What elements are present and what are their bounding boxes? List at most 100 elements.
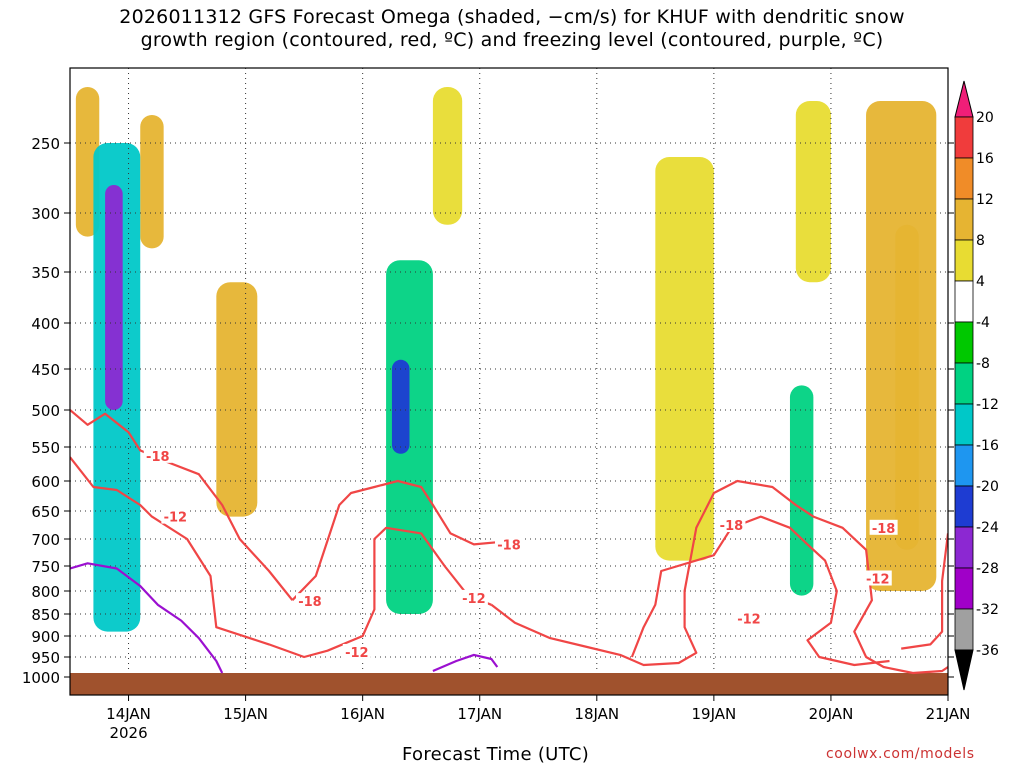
- colorbar-swatch: [954, 280, 974, 323]
- contour-label-bg: [734, 610, 763, 626]
- omega-region-jan20-negative: [789, 385, 814, 596]
- contour-label-bg: [161, 508, 190, 524]
- y-tick-label: 550: [31, 439, 60, 457]
- contour-label-bg: [717, 517, 746, 532]
- contour-freezing-level-jan17: [432, 653, 499, 673]
- contour-label: -12: [345, 646, 369, 661]
- colorbar-level-label: 4: [976, 274, 985, 290]
- colorbar-swatch: [954, 157, 974, 200]
- y-tick-label: 800: [31, 583, 60, 601]
- chart-title: 2026011312 GFS Forecast Omega (shaded, −…: [0, 6, 1024, 52]
- x-tick-label: 14JAN: [106, 705, 151, 723]
- colorbar-level-label: 16: [976, 151, 994, 167]
- contour-label: -18: [872, 522, 896, 537]
- contour-freezing-level-west: [70, 562, 224, 674]
- colorbar-level-label: -28: [976, 561, 999, 577]
- y-tick-label: 700: [31, 531, 60, 549]
- y-tick-label: 750: [31, 558, 60, 576]
- colorbar-level-label: -16: [976, 438, 999, 454]
- contour-dgz-minus12-east: [630, 515, 890, 667]
- x-axis-label: Forecast Time (UTC): [402, 744, 590, 765]
- contour-label: -12: [866, 573, 890, 588]
- colorbar-level-label: -4: [976, 315, 990, 331]
- y-tick-label: 250: [31, 135, 60, 153]
- y-tick-label: 950: [31, 649, 60, 667]
- colorbar-level-label: 8: [976, 233, 985, 249]
- y-tick-label: 650: [31, 503, 60, 521]
- y-tick-label: 350: [31, 264, 60, 282]
- y-tick-label: 400: [31, 315, 60, 333]
- omega-region-jan19-upper-positive: [795, 101, 831, 283]
- colorbar-swatch: [954, 444, 974, 487]
- contour-label: -12: [462, 592, 486, 607]
- colorbar-level-label: -12: [976, 397, 999, 413]
- omega-region-jan14-core-negative: [105, 185, 123, 410]
- y-tick-label: 1000: [22, 669, 60, 687]
- colorbar-swatch: [954, 485, 974, 528]
- colorbar-swatch: [954, 608, 974, 651]
- colorbar-level-label: -32: [976, 602, 999, 618]
- colorbar-swatch: [954, 362, 974, 405]
- x-tick-label: 17JAN: [457, 705, 502, 723]
- contour-label: -12: [164, 511, 188, 526]
- contour-label-bg: [495, 536, 523, 552]
- y-tick-label: 500: [31, 402, 60, 420]
- omega-region-jan18-jan19-positive: [655, 157, 714, 561]
- colorbar-bottom-arrow: [954, 649, 974, 691]
- contour-dgz-minus18-mid: [291, 479, 504, 601]
- colorbar-level-label: -8: [976, 356, 990, 372]
- contour-label-bg: [459, 589, 488, 605]
- contour-label: -18: [146, 450, 170, 465]
- plot-frame: [69, 67, 949, 696]
- colorbar-top-arrow: [954, 80, 974, 118]
- contour-label-bg: [869, 519, 898, 535]
- omega-region-jan16-core-negative: [391, 359, 410, 454]
- y-tick-label: 450: [31, 361, 60, 379]
- contour-label: -18: [298, 595, 322, 610]
- colorbar-level-label: 20: [976, 110, 994, 126]
- colorbar-swatch: [954, 198, 974, 241]
- colorbar-level-label: -36: [976, 643, 999, 659]
- chart-title-line-2: growth region (contoured, red, ºC) and f…: [140, 29, 884, 51]
- contour-label: -12: [737, 612, 761, 627]
- contour-label-bg: [863, 570, 892, 586]
- source-credit[interactable]: coolwx.com/models: [826, 746, 975, 762]
- omega-region-jan20-jan21-core-positive: [895, 224, 919, 550]
- chart-title-line-1: 2026011312 GFS Forecast Omega (shaded, −…: [119, 6, 905, 28]
- contour-label: -18: [720, 519, 744, 534]
- contour-dgz-minus18-east-lower: [490, 479, 948, 675]
- y-tick-label: 900: [31, 628, 60, 646]
- contour-label: -18: [497, 538, 521, 553]
- colorbar-swatch: [954, 526, 974, 569]
- x-tick-label: 18JAN: [574, 705, 619, 723]
- contour-dgz-minus18-east-closed: [901, 533, 948, 650]
- colorbar-swatch: [954, 403, 974, 446]
- colorbar-swatch: [954, 567, 974, 610]
- contour-dgz-minus12-west: [70, 456, 492, 659]
- plot-area: -18-12-18-12-18-12-18-12-12-18-18: [70, 68, 948, 695]
- x-tick-label: 21JAN: [926, 705, 971, 723]
- omega-region-jan16-upper-positive: [432, 87, 463, 225]
- contour-label-bg: [143, 447, 172, 463]
- colorbar-swatch: [954, 116, 974, 159]
- x-tick-label: 16JAN: [340, 705, 385, 723]
- x-tick-label: 15JAN: [223, 705, 268, 723]
- omega-region-jan15-positive: [216, 282, 258, 517]
- x-tick-label: 20JAN: [809, 705, 854, 723]
- contour-label-bg: [295, 593, 324, 609]
- x-tick-sublabel: 2026: [109, 724, 147, 742]
- x-tick-label: 19JAN: [691, 705, 736, 723]
- contour-label-bg: [945, 640, 948, 656]
- colorbar-level-label: -20: [976, 479, 999, 495]
- colorbar-level-label: -24: [976, 520, 999, 536]
- colorbar-swatch: [954, 239, 974, 282]
- colorbar-level-label: 12: [976, 192, 994, 208]
- y-tick-label: 300: [31, 205, 60, 223]
- terrain-surface: [70, 673, 948, 695]
- y-tick-label: 600: [31, 473, 60, 491]
- colorbar-swatch: [954, 321, 974, 364]
- omega-region-jan14-upper-positive: [140, 115, 164, 249]
- contour-label-bg: [342, 643, 371, 659]
- y-tick-label: 850: [31, 606, 60, 624]
